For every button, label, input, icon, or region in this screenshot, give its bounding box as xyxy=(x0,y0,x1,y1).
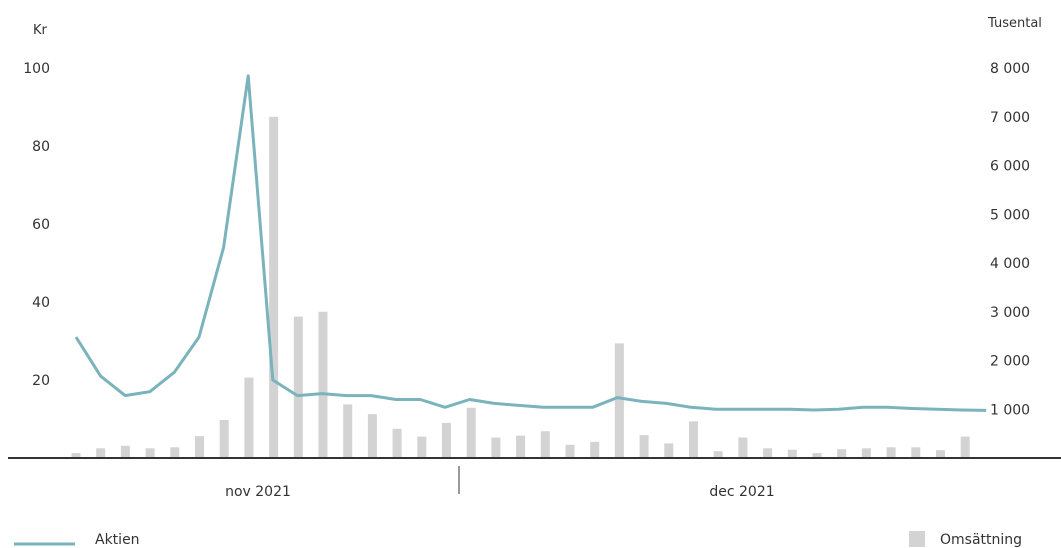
bar-9 xyxy=(293,316,303,458)
bar-7 xyxy=(244,377,254,458)
bar-16 xyxy=(466,407,476,458)
bar-0 xyxy=(71,453,81,458)
bar-34 xyxy=(911,447,921,458)
bar-3 xyxy=(145,448,155,459)
left-tick-1: 80 xyxy=(32,139,50,155)
bar-25 xyxy=(689,421,698,458)
legend: Aktien Omsättning xyxy=(14,531,1022,548)
left-tick-3: 40 xyxy=(32,295,50,311)
bar-19 xyxy=(540,431,550,458)
bar-31 xyxy=(837,449,847,458)
left-axis-ticks: 100 80 60 40 20 xyxy=(23,61,50,389)
bar-1 xyxy=(96,448,106,459)
month-label-nov: nov 2021 xyxy=(225,484,291,500)
bar-36 xyxy=(960,436,970,458)
left-axis-unit: Kr xyxy=(33,23,48,38)
bar-13 xyxy=(392,428,402,459)
right-tick-5: 3 000 xyxy=(990,305,1030,321)
right-tick-6: 2 000 xyxy=(990,354,1030,370)
bar-29 xyxy=(787,449,797,458)
left-tick-2: 60 xyxy=(32,217,50,233)
bar-23 xyxy=(639,435,649,458)
bar-14 xyxy=(417,436,427,458)
right-tick-1: 7 000 xyxy=(990,110,1030,126)
right-tick-0: 8 000 xyxy=(990,61,1030,77)
bar-22 xyxy=(614,343,624,458)
bar-18 xyxy=(516,435,526,458)
bar-27 xyxy=(738,437,748,458)
bar-17 xyxy=(491,437,501,458)
bar-33 xyxy=(886,447,896,458)
right-axis-unit: Tusental xyxy=(987,16,1042,31)
bar-8 xyxy=(269,116,279,459)
bar-35 xyxy=(936,450,945,458)
bar-2 xyxy=(120,445,130,458)
bar-20 xyxy=(565,444,575,458)
right-tick-4: 4 000 xyxy=(990,256,1030,272)
bar-12 xyxy=(367,414,377,458)
bar-26 xyxy=(713,451,723,458)
right-tick-7: 1 000 xyxy=(990,402,1030,418)
left-tick-4: 20 xyxy=(32,373,50,389)
bar-11 xyxy=(343,404,353,458)
bar-4 xyxy=(170,447,180,458)
legend-label-aktien: Aktien xyxy=(95,532,140,548)
right-axis-ticks: 8 000 7 000 6 000 5 000 4 000 3 000 2 000 1 000 xyxy=(990,61,1030,418)
bar-32 xyxy=(861,448,871,459)
line-aktien xyxy=(74,74,987,412)
left-tick-0: 100 xyxy=(23,61,50,77)
right-tick-2: 6 000 xyxy=(990,159,1030,175)
bar-24 xyxy=(664,443,674,458)
bar-21 xyxy=(590,441,600,458)
bar-30 xyxy=(812,453,822,458)
bar-28 xyxy=(763,448,773,459)
month-label-dec: dec 2021 xyxy=(709,484,774,500)
right-tick-3: 5 000 xyxy=(990,207,1030,223)
bar-15 xyxy=(442,422,451,458)
bar-6 xyxy=(219,420,229,458)
bar-5 xyxy=(195,436,204,458)
legend-square-symbol xyxy=(909,531,925,547)
bars-group xyxy=(71,116,970,459)
legend-label-omsattning: Omsättning xyxy=(940,532,1022,548)
bar-10 xyxy=(318,311,328,459)
